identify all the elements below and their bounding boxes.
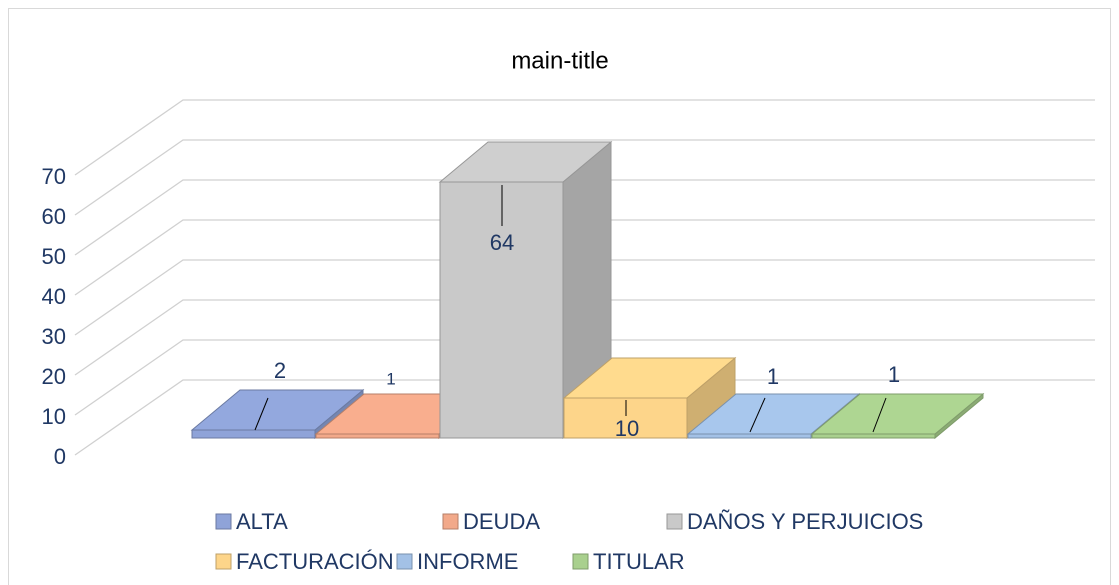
data-label: 1 [888, 362, 900, 387]
legend-swatch [215, 553, 232, 570]
bar [810, 392, 985, 440]
grid-line [74, 339, 1095, 416]
bar-front [811, 433, 936, 439]
legend-label: TITULAR [593, 549, 685, 574]
legend-swatch [215, 513, 232, 530]
legend-swatch [572, 553, 589, 570]
y-tick-label: 20 [42, 364, 66, 389]
grid-line [74, 139, 1095, 216]
grid-line [74, 299, 1095, 376]
y-tick-label: 10 [42, 404, 66, 429]
legend-label: INFORME [417, 549, 518, 574]
data-label: 2 [274, 358, 286, 383]
y-tick-label: 60 [42, 204, 66, 229]
bar-front [315, 433, 440, 439]
leader-line [254, 397, 269, 431]
bar-front [687, 433, 812, 439]
y-tick-label: 0 [54, 444, 66, 469]
data-label: 64 [490, 230, 514, 255]
data-label: 10 [615, 416, 639, 441]
grid-line [74, 379, 1095, 456]
legend-label: DEUDA [463, 509, 540, 534]
bar-front [191, 429, 316, 439]
grid-line [74, 219, 1095, 296]
grid-line [74, 259, 1095, 336]
data-label: 1 [386, 369, 395, 388]
y-tick-label: 30 [42, 324, 66, 349]
chart-title: main-title [511, 47, 608, 74]
legend-label: DAÑOS Y PERJUICIOS [687, 509, 923, 534]
legend-swatch [442, 513, 459, 530]
y-tick-label: 70 [42, 164, 66, 189]
legend-swatch [666, 513, 683, 530]
y-tick-label: 40 [42, 284, 66, 309]
legend-label: ALTA [236, 509, 288, 534]
grid-line [74, 99, 1095, 176]
y-tick-label: 50 [42, 244, 66, 269]
legend-label: FACTURACIÓN [236, 549, 394, 574]
leader-line [872, 397, 887, 433]
leader-line [749, 397, 766, 433]
grid-line [74, 179, 1095, 256]
data-label: 1 [767, 364, 779, 389]
legend-swatch [396, 553, 413, 570]
